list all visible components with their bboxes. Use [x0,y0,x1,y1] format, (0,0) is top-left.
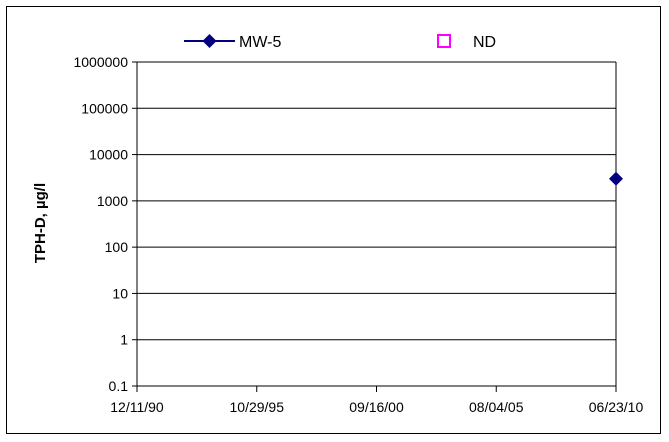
y-tick-label: 1000000 [73,54,128,70]
legend-mw5-label: MW-5 [239,34,281,51]
data-points [609,171,623,186]
grid-lines [137,61,616,341]
x-tick-label: 08/04/05 [469,399,524,415]
y-tick-label: 0.1 [109,378,129,394]
x-tick-label: 10/29/95 [230,399,285,415]
legend-nd-label: ND [473,34,496,51]
x-tick-label: 09/16/00 [349,399,404,415]
y-axis-label: TPH-D, µg/l [32,183,49,263]
axes [132,61,617,392]
chart-frame [6,6,661,434]
y-tick-label: 1 [120,332,128,348]
y-tick-label: 1000 [97,193,128,209]
y-tick-label: 10 [112,285,128,301]
x-tick-label: 06/23/10 [589,399,644,415]
legend-mw5-diamond-icon [202,34,217,48]
legend-nd-square-icon [437,34,451,48]
y-tick-label: 100 [105,239,129,255]
x-tick-labels: 12/11/90 10/29/95 09/16/00 08/04/05 06/23/10 [110,399,643,415]
data-point-mw5 [609,171,623,186]
y-tick-labels: 0.1 1 10 100 1000 10000 100000 1000000 [73,54,128,394]
y-tick-label: 100000 [81,100,128,116]
y-tick-label: 10000 [89,147,128,163]
legend: MW-5 ND [184,34,496,51]
x-tick-label: 12/11/90 [110,399,164,415]
